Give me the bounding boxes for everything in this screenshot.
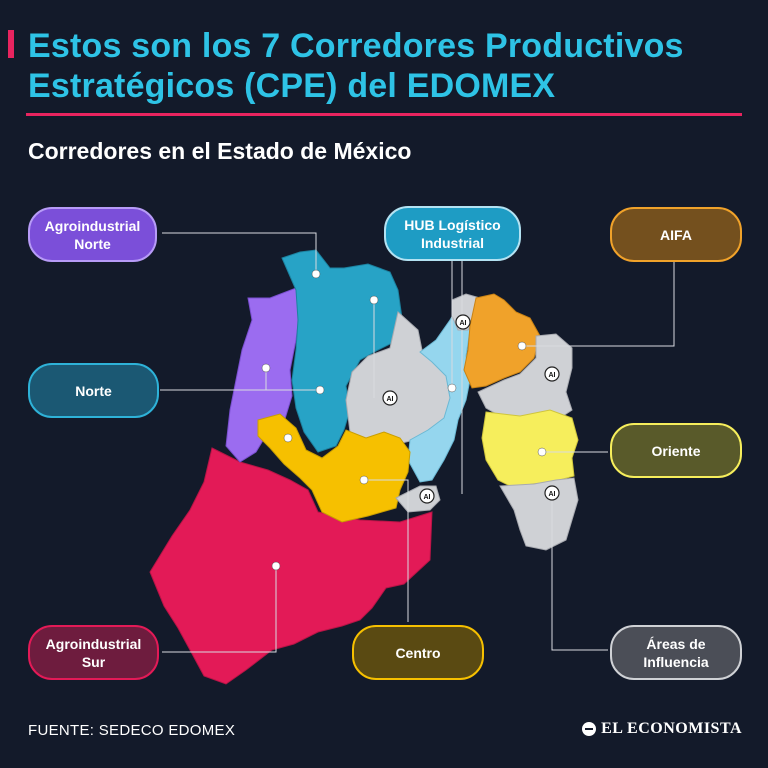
- legend-agroindustrial-norte: Agroindustrial Norte: [28, 207, 157, 262]
- airport-marker: AI: [544, 485, 560, 501]
- legend-agroindustrial-sur: Agroindustrial Sur: [28, 625, 159, 680]
- page-title: Estos son los 7 Corredores Productivos E…: [28, 27, 684, 105]
- region-agroindustrial-sur: [149, 447, 433, 685]
- airport-marker-label: AI: [549, 491, 556, 498]
- airport-marker-label: AI: [424, 494, 431, 501]
- brand-mark-icon: [582, 722, 597, 736]
- region-centro: [257, 413, 411, 523]
- leader-lines: [160, 232, 675, 653]
- airport-marker: AI: [382, 390, 398, 406]
- brand-name: EL ECONOMISTA: [601, 720, 742, 737]
- airport-marker-label: AI: [460, 320, 467, 327]
- region-oriente: [481, 409, 579, 489]
- airport-markers: AI AI AI AI AI: [382, 314, 560, 504]
- airport-marker: AI: [419, 488, 435, 504]
- legend-norte: Norte: [28, 363, 159, 418]
- legend-hub-logistico: HUB Logístico Industrial: [384, 206, 521, 261]
- title-divider: [26, 113, 742, 116]
- region-dots: [261, 269, 547, 571]
- page-subtitle: Corredores en el Estado de México: [28, 138, 412, 164]
- brand-logo: EL ECONOMISTA: [582, 720, 742, 738]
- source-note: FUENTE: SEDECO EDOMEX: [28, 722, 236, 739]
- region-areas-influencia-sur: [499, 477, 579, 551]
- legend-areas-influencia: Áreas de Influencia: [610, 625, 742, 680]
- airport-marker-label: AI: [387, 396, 394, 403]
- airport-marker-label: AI: [549, 372, 556, 379]
- region-aifa: [463, 293, 541, 389]
- legend-centro: Centro: [352, 625, 484, 680]
- airport-marker: AI: [544, 366, 560, 382]
- title-accent-bar: [8, 30, 14, 58]
- airport-marker: AI: [455, 314, 471, 330]
- legend-oriente: Oriente: [610, 423, 742, 478]
- legend-aifa: AIFA: [610, 207, 742, 262]
